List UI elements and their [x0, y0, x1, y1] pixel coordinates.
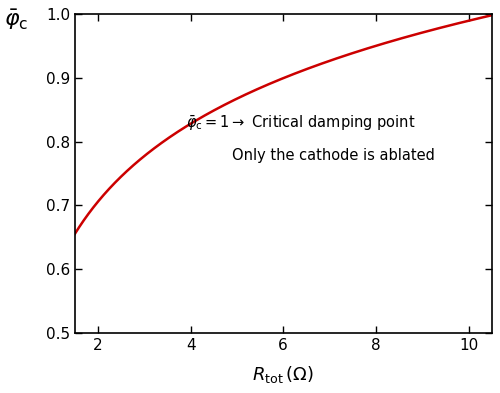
- Text: $\bar{\varphi}_\mathrm{c} = 1 \rightarrow$ Critical damping point: $\bar{\varphi}_\mathrm{c} = 1 \rightarro…: [186, 114, 416, 133]
- Y-axis label: $\bar{\varphi}_\mathrm{c}$: $\bar{\varphi}_\mathrm{c}$: [4, 8, 28, 32]
- X-axis label: $R_\mathrm{tot}\,(\Omega)$: $R_\mathrm{tot}\,(\Omega)$: [252, 364, 314, 385]
- Text: Only the cathode is ablated: Only the cathode is ablated: [232, 148, 435, 163]
